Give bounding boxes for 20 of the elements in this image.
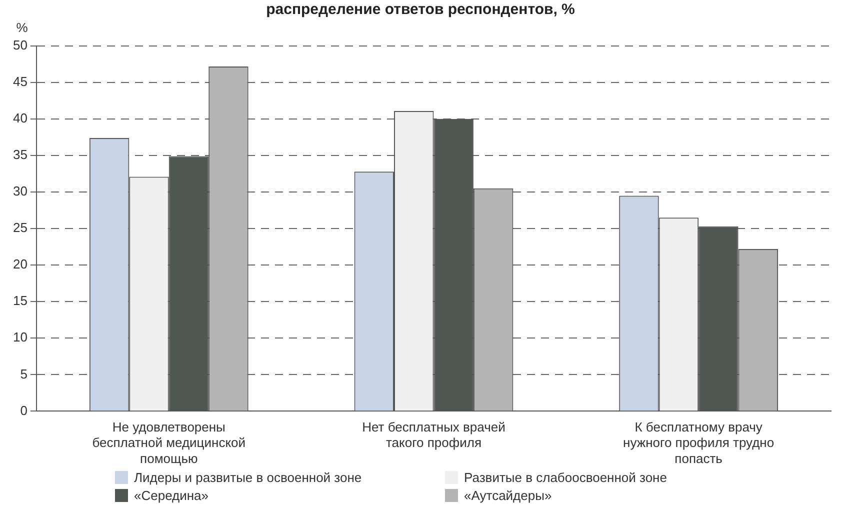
y-tick-label: 25 xyxy=(12,220,28,236)
y-tick-label: 30 xyxy=(12,184,28,199)
y-tick-label: 15 xyxy=(12,293,28,308)
legend-label: «Середина» xyxy=(134,488,209,503)
y-tick-label: 35 xyxy=(12,147,28,162)
y-tick-label: 20 xyxy=(12,256,28,272)
y-tick-label: 40 xyxy=(12,110,28,126)
y-axis-title: % xyxy=(16,20,28,35)
y-tick-label: 50 xyxy=(12,38,28,53)
x-tick-label: К бесплатному врачу нужного профиля трудно попасть xyxy=(623,420,774,466)
x-tick-label: Нет бесплатных врачей такого профиля xyxy=(362,420,506,450)
legend-label: Развитые в слабоосвоенной зоне xyxy=(464,470,667,485)
y-tick-label: 0 xyxy=(20,402,28,418)
y-tick-label: 45 xyxy=(12,74,28,90)
legend-label: Лидеры и развитые в освоенной зоне xyxy=(134,470,362,485)
y-tick-label: 10 xyxy=(12,330,28,345)
legend-label: «Аутсайдеры» xyxy=(464,488,552,503)
y-tick-label: 5 xyxy=(20,366,28,382)
chart-title: распределение ответов респондентов, % xyxy=(265,0,576,20)
x-tick-label: Не удовлетворены бесплатной медицинской помощью xyxy=(92,420,246,466)
